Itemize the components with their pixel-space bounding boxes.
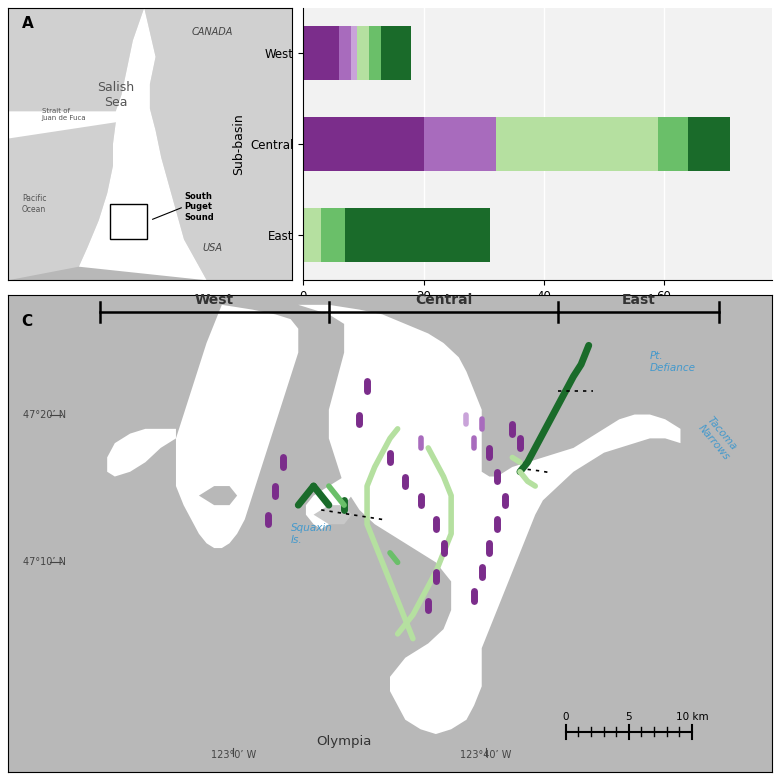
Text: Strait of
Juan de Fuca: Strait of Juan de Fuca (42, 108, 87, 121)
Text: A: A (22, 16, 34, 31)
Bar (110, 204, 147, 239)
Bar (495, 117, 658, 172)
Text: Central: Central (415, 293, 472, 307)
Polygon shape (79, 8, 207, 280)
Text: East: East (622, 293, 655, 307)
Polygon shape (298, 305, 680, 734)
Polygon shape (8, 8, 144, 280)
Bar (303, 207, 321, 262)
Text: Pt.
Defiance: Pt. Defiance (650, 351, 696, 373)
Text: Tacoma
Narrows: Tacoma Narrows (696, 415, 740, 462)
Text: 123°0’ W: 123°0’ W (211, 750, 256, 760)
Text: 47°20’ N: 47°20’ N (23, 410, 66, 420)
Polygon shape (176, 305, 298, 548)
Text: 5: 5 (626, 711, 632, 722)
Text: C: C (22, 314, 33, 329)
X-axis label: Number of 1 km segments: Number of 1 km segments (454, 309, 621, 321)
Polygon shape (8, 95, 127, 139)
Bar (303, 26, 339, 80)
Y-axis label: Sub-basin: Sub-basin (232, 113, 245, 175)
Text: South
Puget
Sound: South Puget Sound (184, 192, 214, 222)
Polygon shape (144, 8, 292, 280)
Polygon shape (107, 429, 176, 477)
Text: USA: USA (203, 243, 222, 253)
Text: West: West (195, 293, 234, 307)
Bar (424, 117, 495, 172)
Polygon shape (306, 429, 360, 529)
Text: 0: 0 (562, 711, 569, 722)
Text: 10 km: 10 km (675, 711, 708, 722)
Bar (688, 117, 730, 172)
Text: 47°10’ N: 47°10’ N (23, 558, 66, 567)
Text: Pacific
Ocean: Pacific Ocean (22, 194, 47, 214)
Bar (370, 26, 381, 80)
Text: Salish
Sea: Salish Sea (98, 81, 134, 109)
Bar (351, 26, 357, 80)
Bar (658, 117, 688, 172)
Text: Squaxin
Is.: Squaxin Is. (291, 523, 332, 544)
Bar (346, 207, 490, 262)
Polygon shape (344, 377, 367, 391)
Bar (357, 26, 370, 80)
Bar (339, 26, 351, 80)
Text: B: B (266, 0, 278, 2)
Text: CANADA: CANADA (192, 27, 233, 37)
Bar (381, 26, 412, 80)
Polygon shape (199, 486, 237, 505)
Bar (303, 117, 424, 172)
Polygon shape (314, 505, 352, 524)
Text: Olympia: Olympia (317, 735, 372, 748)
Bar (321, 207, 346, 262)
Text: 123°40’ W: 123°40’ W (460, 750, 511, 760)
